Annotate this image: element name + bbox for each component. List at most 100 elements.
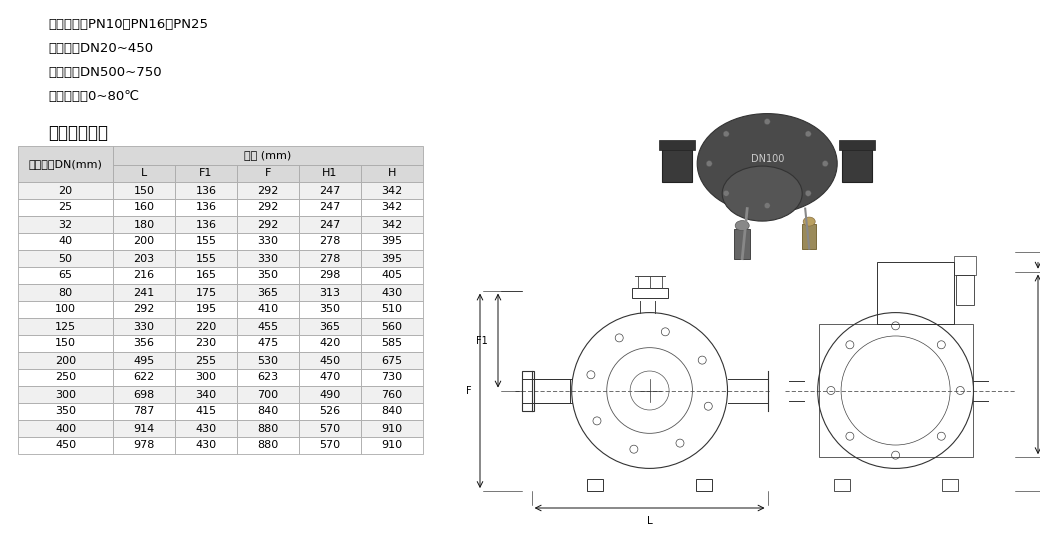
- Text: 155: 155: [196, 254, 216, 264]
- Bar: [237, 216, 300, 233]
- Bar: [300, 182, 361, 199]
- Text: F: F: [466, 386, 472, 396]
- Bar: [300, 216, 361, 233]
- Bar: [18, 437, 113, 454]
- Bar: [113, 386, 175, 403]
- Bar: [175, 318, 237, 335]
- Bar: [361, 335, 423, 352]
- Bar: [175, 301, 237, 318]
- Text: 255: 255: [196, 356, 216, 366]
- Bar: [361, 352, 423, 369]
- Bar: [237, 250, 300, 267]
- Text: 698: 698: [133, 390, 155, 399]
- Circle shape: [823, 161, 828, 167]
- Bar: [839, 140, 876, 150]
- Circle shape: [764, 118, 771, 124]
- Text: 410: 410: [258, 305, 279, 315]
- Bar: [300, 386, 361, 403]
- Bar: [18, 335, 113, 352]
- Bar: [361, 420, 423, 437]
- Text: 160: 160: [133, 203, 155, 213]
- Text: 430: 430: [196, 424, 216, 433]
- Bar: [175, 369, 237, 386]
- Circle shape: [706, 161, 712, 167]
- Bar: [522, 379, 570, 402]
- Bar: [175, 250, 237, 267]
- Bar: [113, 352, 175, 369]
- Text: 350: 350: [55, 407, 76, 416]
- Text: 365: 365: [319, 322, 340, 332]
- Bar: [361, 199, 423, 216]
- Text: 342: 342: [382, 186, 402, 196]
- Text: 365: 365: [258, 288, 279, 298]
- Text: 356: 356: [133, 339, 155, 349]
- Bar: [300, 165, 361, 182]
- Bar: [300, 318, 361, 335]
- Bar: [361, 403, 423, 420]
- Text: 247: 247: [319, 186, 341, 196]
- Bar: [113, 216, 175, 233]
- Bar: [818, 324, 972, 457]
- Bar: [802, 224, 816, 249]
- Bar: [18, 386, 113, 403]
- Circle shape: [723, 131, 729, 137]
- Bar: [659, 140, 695, 150]
- Text: 420: 420: [319, 339, 341, 349]
- Text: 700: 700: [258, 390, 279, 399]
- Text: 450: 450: [55, 441, 76, 450]
- Bar: [237, 437, 300, 454]
- Text: 622: 622: [133, 373, 155, 383]
- Text: 510: 510: [382, 305, 402, 315]
- Text: 241: 241: [133, 288, 155, 298]
- Text: 292: 292: [133, 305, 155, 315]
- Bar: [237, 182, 300, 199]
- Text: 主要外形尺寸: 主要外形尺寸: [48, 124, 108, 142]
- Bar: [18, 146, 113, 182]
- Text: 200: 200: [55, 356, 76, 366]
- Bar: [300, 437, 361, 454]
- Bar: [175, 403, 237, 420]
- Text: 330: 330: [258, 237, 279, 247]
- Bar: [175, 165, 237, 182]
- Text: H1: H1: [322, 168, 338, 179]
- Bar: [361, 284, 423, 301]
- Text: 150: 150: [55, 339, 76, 349]
- Text: 292: 292: [257, 203, 279, 213]
- Bar: [595, 18, 1005, 278]
- Bar: [175, 267, 237, 284]
- Bar: [361, 386, 423, 403]
- Bar: [18, 284, 113, 301]
- Bar: [361, 182, 423, 199]
- Text: F1: F1: [476, 335, 488, 346]
- Text: 475: 475: [257, 339, 279, 349]
- Text: 216: 216: [133, 271, 155, 281]
- Bar: [361, 369, 423, 386]
- Bar: [175, 216, 237, 233]
- Circle shape: [805, 131, 811, 137]
- Text: 910: 910: [382, 441, 402, 450]
- Bar: [18, 352, 113, 369]
- Text: 165: 165: [196, 271, 216, 281]
- Text: 675: 675: [382, 356, 402, 366]
- Bar: [18, 216, 113, 233]
- Text: 840: 840: [382, 407, 402, 416]
- Text: 978: 978: [133, 441, 155, 450]
- Text: 585: 585: [382, 339, 402, 349]
- Text: 880: 880: [257, 424, 279, 433]
- Text: 300: 300: [55, 390, 76, 399]
- Text: 910: 910: [382, 424, 402, 433]
- Bar: [237, 301, 300, 318]
- Text: 175: 175: [196, 288, 216, 298]
- Bar: [300, 369, 361, 386]
- Bar: [175, 437, 237, 454]
- Bar: [113, 165, 175, 182]
- Text: 278: 278: [319, 254, 341, 264]
- Text: 530: 530: [258, 356, 279, 366]
- Text: 125: 125: [55, 322, 76, 332]
- Bar: [877, 262, 954, 324]
- Text: 430: 430: [382, 288, 402, 298]
- Text: 340: 340: [196, 390, 216, 399]
- Bar: [361, 301, 423, 318]
- Text: 914: 914: [133, 424, 155, 433]
- Bar: [510, 258, 800, 513]
